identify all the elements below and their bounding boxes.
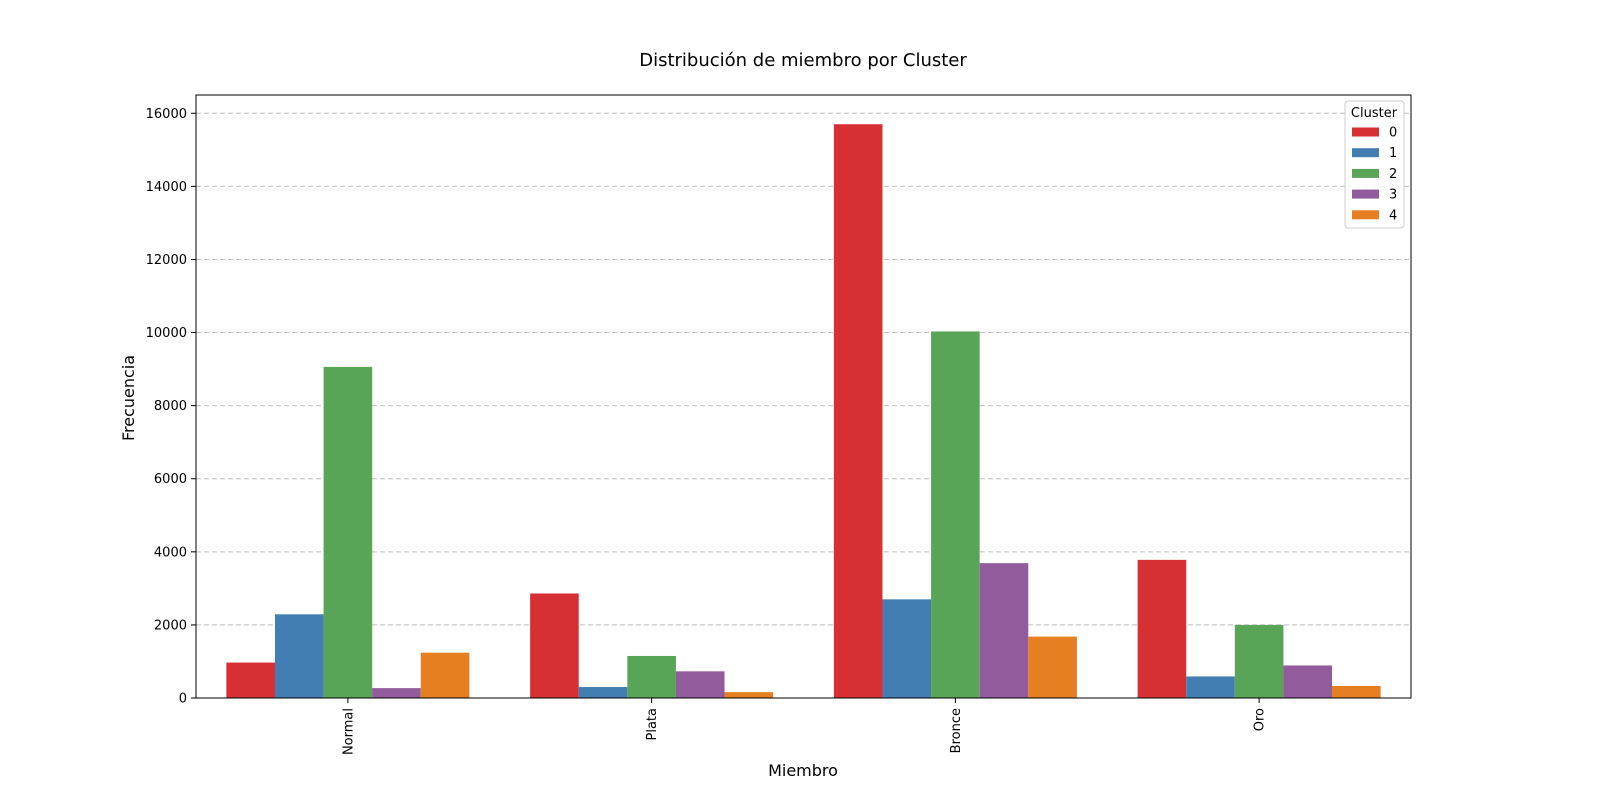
- bar-plata-cluster-2: [627, 655, 676, 698]
- y-axis-ticks: 0 2000 4000 6000 8000 10000 12000 14000 16000: [146, 107, 196, 707]
- grid-lines: [196, 112, 1411, 626]
- y-tick-label: 12000: [146, 253, 187, 268]
- y-tick-label: 16000: [146, 107, 187, 122]
- legend-swatch: [1352, 168, 1379, 178]
- bar-oro-cluster-4: [1332, 685, 1381, 698]
- bar-plata-cluster-4: [724, 692, 774, 698]
- bar-normal-cluster-0: [226, 662, 275, 698]
- chart-title: Distribución de miembro por Cluster: [639, 50, 967, 71]
- x-axis-ticks: Normal Plata Bronce Oro: [341, 698, 1268, 755]
- bar-bronce-cluster-2: [931, 331, 980, 698]
- bars: [226, 124, 1381, 698]
- legend-title: Cluster: [1351, 106, 1398, 121]
- bar-bronce-cluster-3: [979, 563, 1029, 698]
- bar-oro-cluster-1: [1186, 676, 1235, 698]
- legend: Cluster 0 1 2 3 4: [1344, 100, 1405, 229]
- y-tick-label: 2000: [154, 618, 187, 633]
- x-tick-label: Normal: [341, 708, 356, 755]
- bar-plata-cluster-1: [578, 687, 628, 698]
- y-tick-label: 10000: [146, 326, 187, 341]
- bar-oro-cluster-2: [1234, 624, 1284, 698]
- y-tick-label: 6000: [154, 472, 187, 487]
- bar-oro-cluster-0: [1137, 559, 1187, 698]
- y-tick-label: 14000: [146, 180, 187, 195]
- y-tick-label: 8000: [154, 399, 187, 414]
- y-axis-label: Frecuencia: [119, 355, 138, 441]
- y-tick-label: 0: [179, 692, 187, 707]
- legend-swatch: [1352, 148, 1379, 158]
- legend-label: 4: [1389, 208, 1397, 223]
- x-tick-label: Bronce: [949, 708, 964, 753]
- bar-bronce-cluster-4: [1028, 636, 1077, 698]
- bar-oro-cluster-3: [1283, 665, 1333, 698]
- bar-bronce-cluster-0: [833, 124, 883, 698]
- legend-swatch: [1352, 189, 1379, 199]
- bar-normal-cluster-4: [420, 652, 470, 698]
- plot-frame: [195, 94, 1412, 699]
- x-tick-label: Oro: [1253, 708, 1268, 731]
- bar-normal-cluster-1: [274, 614, 324, 698]
- y-tick-label: 4000: [154, 545, 187, 560]
- legend-swatch: [1352, 127, 1379, 137]
- bar-normal-cluster-3: [372, 688, 421, 698]
- bar-bronce-cluster-1: [882, 599, 932, 698]
- legend-swatch: [1352, 210, 1379, 220]
- bar-plata-cluster-0: [530, 593, 579, 698]
- bar-plata-cluster-3: [675, 671, 725, 698]
- legend-label: 0: [1389, 126, 1397, 141]
- x-axis-label: Miembro: [768, 761, 838, 780]
- x-tick-label: Plata: [645, 708, 660, 740]
- legend-label: 3: [1389, 188, 1397, 203]
- legend-label: 1: [1389, 146, 1397, 161]
- legend-label: 2: [1389, 167, 1397, 182]
- bar-normal-cluster-2: [323, 366, 373, 698]
